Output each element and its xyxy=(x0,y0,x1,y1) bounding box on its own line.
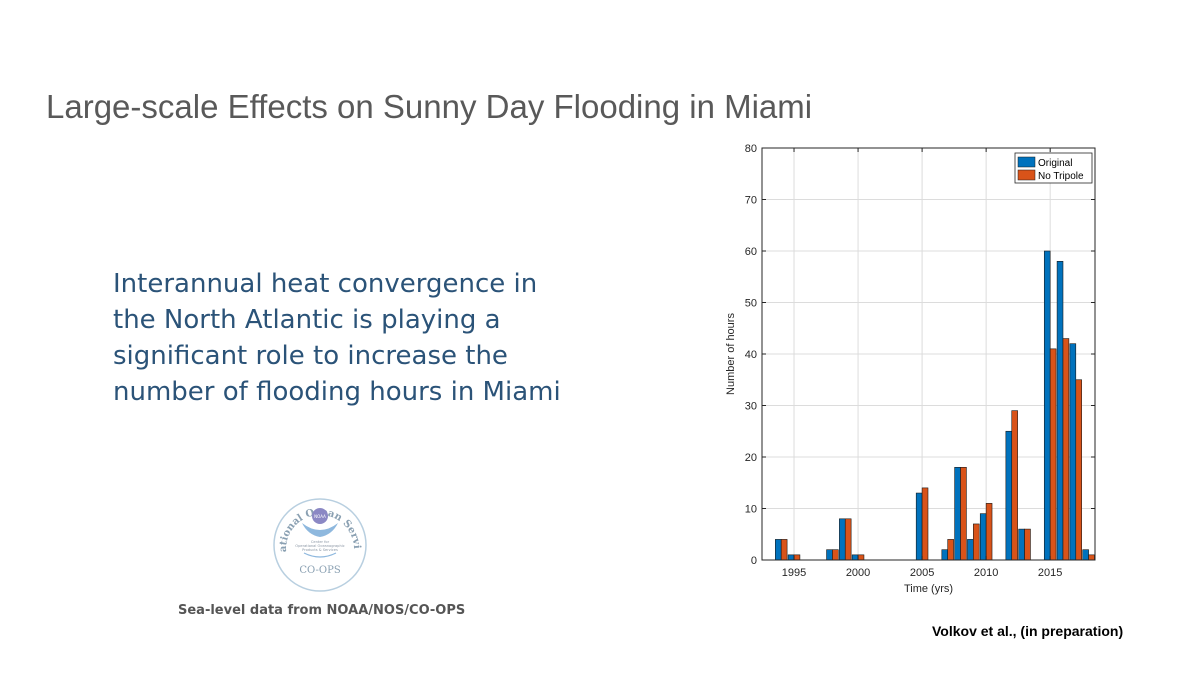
bar-original xyxy=(1082,549,1089,561)
bar-no-tripole xyxy=(832,549,839,561)
logo-bottom-text: CO-OPS xyxy=(299,565,341,576)
legend-label: No Tripole xyxy=(1038,171,1084,182)
body-line: significant role to increase the xyxy=(113,341,508,371)
y-tick-label: 30 xyxy=(745,401,757,413)
bar-original xyxy=(1043,250,1051,561)
bar-original xyxy=(775,539,782,561)
x-tick-label: 2005 xyxy=(910,567,934,579)
bar-no-tripole xyxy=(960,466,967,561)
y-tick-label: 60 xyxy=(745,246,757,258)
legend-swatch xyxy=(1017,169,1036,181)
legend-label: Original xyxy=(1038,158,1072,169)
slide-title: Large-scale Effects on Sunny Day Floodin… xyxy=(46,88,813,125)
bar-no-tripole xyxy=(985,503,993,561)
body-text: Interannual heat convergence in the Nort… xyxy=(113,266,633,410)
bar-original xyxy=(787,554,795,561)
x-tick-label: 2010 xyxy=(974,567,998,579)
bar-no-tripole xyxy=(780,539,788,561)
bar-original xyxy=(941,549,949,561)
bar-no-tripole xyxy=(1075,379,1082,561)
bar-no-tripole xyxy=(1062,338,1070,561)
y-axis-label: Number of hours xyxy=(725,313,737,395)
y-tick-label: 50 xyxy=(745,298,757,310)
x-tick-label: 2000 xyxy=(846,567,870,579)
logo-center-line: Operational Oceanographic xyxy=(295,544,344,548)
bar-no-tripole xyxy=(844,518,852,561)
y-tick-label: 0 xyxy=(751,555,757,567)
bar-original xyxy=(954,466,961,561)
bar-original xyxy=(979,513,987,561)
legend-swatch xyxy=(1017,156,1036,168)
y-tick-label: 80 xyxy=(745,143,757,155)
x-tick-label: 2015 xyxy=(1038,567,1062,579)
bar-original xyxy=(1056,261,1064,561)
bar-no-tripole xyxy=(947,539,954,561)
logo-badge: NOAA xyxy=(314,514,326,519)
y-tick-label: 70 xyxy=(745,195,757,207)
logo-center-line: Products & Services xyxy=(302,548,338,552)
bar-no-tripole xyxy=(857,554,865,561)
body-line: the North Atlantic is playing a xyxy=(113,305,501,335)
bar-original xyxy=(915,492,923,561)
y-tick-label: 40 xyxy=(745,349,757,361)
y-tick-label: 10 xyxy=(745,504,757,516)
logo-center-line: Center for xyxy=(311,540,330,544)
x-axis-label: Time (yrs) xyxy=(904,583,953,595)
credit-text: Volkov et al., (in preparation) xyxy=(932,623,1124,639)
bar-no-tripole xyxy=(1011,410,1018,561)
bar-original xyxy=(1069,343,1077,561)
bar-no-tripole xyxy=(1049,348,1057,561)
bar-original xyxy=(851,554,859,561)
wave-icon xyxy=(302,523,338,537)
body-line: Interannual heat convergence in xyxy=(113,269,538,299)
co-ops-logo: National Ocean Service NOAA Center for O… xyxy=(272,497,367,592)
bar-original xyxy=(967,539,974,561)
bar-no-tripole xyxy=(973,523,980,561)
bar-original xyxy=(839,518,846,561)
data-source-caption: Sea-level data from NOAA/NOS/CO-OPS xyxy=(178,603,466,618)
bar-no-tripole xyxy=(921,487,929,561)
noaa-emblem-icon xyxy=(312,508,328,524)
bar-original xyxy=(1018,528,1025,561)
bar-original xyxy=(1005,430,1013,561)
bar-no-tripole xyxy=(1088,554,1095,561)
y-tick-label: 20 xyxy=(745,452,757,464)
bar-original xyxy=(826,549,833,561)
bar-no-tripole xyxy=(793,554,801,561)
flooding-hours-chart: 0 10 20 30 40 50 60 70 80 1995 2000 2005 2010 2015 Tim… xyxy=(725,143,1096,595)
body-line: number of flooding hours in Miami xyxy=(113,377,561,407)
bar-no-tripole xyxy=(1024,528,1031,561)
x-tick-label: 1995 xyxy=(782,567,806,579)
